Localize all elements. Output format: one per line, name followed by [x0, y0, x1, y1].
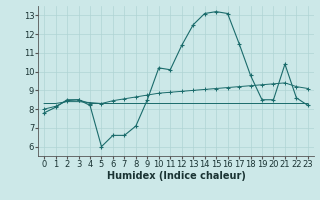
- X-axis label: Humidex (Indice chaleur): Humidex (Indice chaleur): [107, 171, 245, 181]
